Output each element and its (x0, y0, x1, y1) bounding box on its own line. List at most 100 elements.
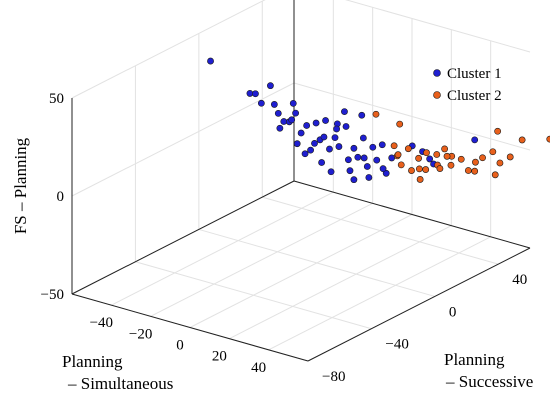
data-point-cluster-1 (252, 90, 259, 98)
grid-line-floor-x (229, 225, 452, 340)
x-tick-label: 0 (176, 338, 184, 354)
y-tick-label: −40 (385, 337, 408, 353)
data-point-cluster-1 (354, 153, 362, 161)
data-point-cluster-2 (372, 110, 380, 118)
data-point-cluster-1 (257, 99, 265, 107)
legend-marker-cluster-2 (433, 91, 441, 99)
grid-line-floor-x (111, 191, 334, 306)
data-point-cluster-1 (350, 144, 358, 152)
floor-back-edge (71, 180, 295, 295)
data-point-cluster-1 (293, 140, 301, 148)
legend-label-cluster-1: Cluster 1 (447, 66, 502, 82)
data-point-cluster-2 (496, 159, 504, 167)
data-point-cluster-1 (426, 155, 434, 163)
data-point-cluster-2 (464, 167, 472, 174)
data-point-cluster-2 (408, 167, 415, 174)
x-tick-label: −20 (129, 326, 152, 342)
data-point-cluster-1 (388, 154, 396, 162)
grid-lines (71, 0, 531, 362)
z-axis-label-text: FS – Planning (11, 137, 30, 234)
data-point-cluster-1 (322, 117, 329, 124)
data-point-cluster-1 (363, 163, 371, 170)
legend-label-cluster-2: Cluster 2 (447, 88, 502, 104)
data-point-cluster-1 (270, 101, 278, 108)
x-axis-label-line-1: Planning (62, 352, 123, 371)
y-axis-label: Planning – Successive (444, 350, 533, 391)
y-axis-line (307, 247, 531, 362)
grid-line-floor-y (135, 261, 372, 330)
data-point-cluster-2 (396, 120, 404, 128)
data-point-cluster-1 (311, 140, 318, 147)
tick-labels: −40 −20 0 20 40 −80 −40 0 40 −50 0 50 (41, 91, 528, 385)
data-point-cluster-1 (289, 99, 297, 107)
data-point-cluster-2 (433, 151, 441, 158)
data-point-cluster-1 (297, 129, 305, 137)
grid-line-wall-x-horizontal (71, 82, 295, 197)
legend-marker-cluster-1 (433, 69, 441, 77)
x-tick-label: −40 (90, 315, 113, 331)
data-point-cluster-1 (327, 168, 335, 176)
data-point-cluster-1 (342, 123, 350, 130)
data-point-cluster-1 (379, 165, 387, 173)
z-axis-label: FS – Planning (11, 137, 30, 234)
data-point-cluster-1 (335, 143, 343, 150)
x-axis-label-line-2: – Simultaneous (67, 374, 173, 393)
y-axis-label-line-1: Planning (444, 350, 505, 369)
data-point-cluster-1 (267, 82, 274, 90)
data-point-cluster-2 (479, 154, 486, 162)
data-point-cluster-2 (447, 161, 455, 169)
x-axis-label: Planning – Simultaneous (62, 352, 173, 393)
data-point-cluster-1 (341, 108, 348, 115)
y-tick-label: 0 (449, 304, 457, 320)
floor-right-edge (293, 180, 531, 249)
data-point-cluster-2 (390, 142, 398, 150)
data-point-cluster-2 (436, 165, 444, 172)
data-point-cluster-1 (276, 124, 284, 132)
grid-line-floor-y (262, 196, 499, 265)
x-tick-label: 40 (251, 360, 266, 376)
data-point-cluster-2 (415, 165, 423, 173)
data-point-cluster-1 (303, 122, 311, 129)
data-point-cluster-2 (443, 152, 451, 160)
y-axis-label-line-2: – Successive (445, 372, 533, 391)
data-point-cluster-2 (457, 155, 465, 163)
grid-line-floor-y (198, 228, 435, 297)
data-point-cluster-1 (350, 176, 358, 184)
z-tick-label: 50 (49, 91, 64, 107)
grid-line-floor-x (268, 236, 491, 351)
data-point-cluster-1 (360, 154, 368, 162)
data-point-cluster-2 (494, 127, 502, 135)
data-point-cluster-2 (441, 145, 449, 153)
data-point-cluster-2 (416, 176, 424, 183)
x-tick-label: 20 (212, 349, 227, 365)
data-point-cluster-1 (333, 125, 340, 133)
data-point-cluster-1 (373, 156, 381, 164)
data-point-cluster-2 (415, 154, 423, 162)
data-point-cluster-2 (472, 158, 479, 166)
data-point-cluster-1 (292, 109, 300, 117)
legend: Cluster 1 Cluster 2 (433, 66, 502, 104)
data-point-cluster-1 (378, 141, 386, 149)
grid-line-floor-x (189, 214, 413, 328)
z-tick-label: −50 (41, 287, 64, 303)
data-point-cluster-1 (331, 134, 339, 142)
data-point-cluster-1 (312, 119, 320, 127)
data-point-cluster-1 (369, 143, 377, 151)
data-point-cluster-1 (346, 167, 354, 175)
data-point-cluster-2 (471, 167, 479, 175)
data-point-cluster-2 (422, 166, 430, 173)
data-point-cluster-1 (320, 133, 328, 141)
data-point-cluster-2 (506, 153, 514, 161)
data-point-cluster-2 (518, 136, 526, 144)
data-point-cluster-1 (382, 169, 390, 177)
z-tick-label: 0 (57, 189, 65, 205)
data-point-cluster-1 (274, 109, 282, 117)
data-point-cluster-2 (489, 148, 497, 156)
data-point-cluster-1 (359, 134, 367, 142)
data-point-cluster-1 (301, 150, 309, 158)
data-point-cluster-1 (318, 159, 326, 166)
data-point-cluster-1 (307, 146, 314, 154)
axes-box (71, 0, 531, 362)
x-axis-line (71, 293, 309, 362)
